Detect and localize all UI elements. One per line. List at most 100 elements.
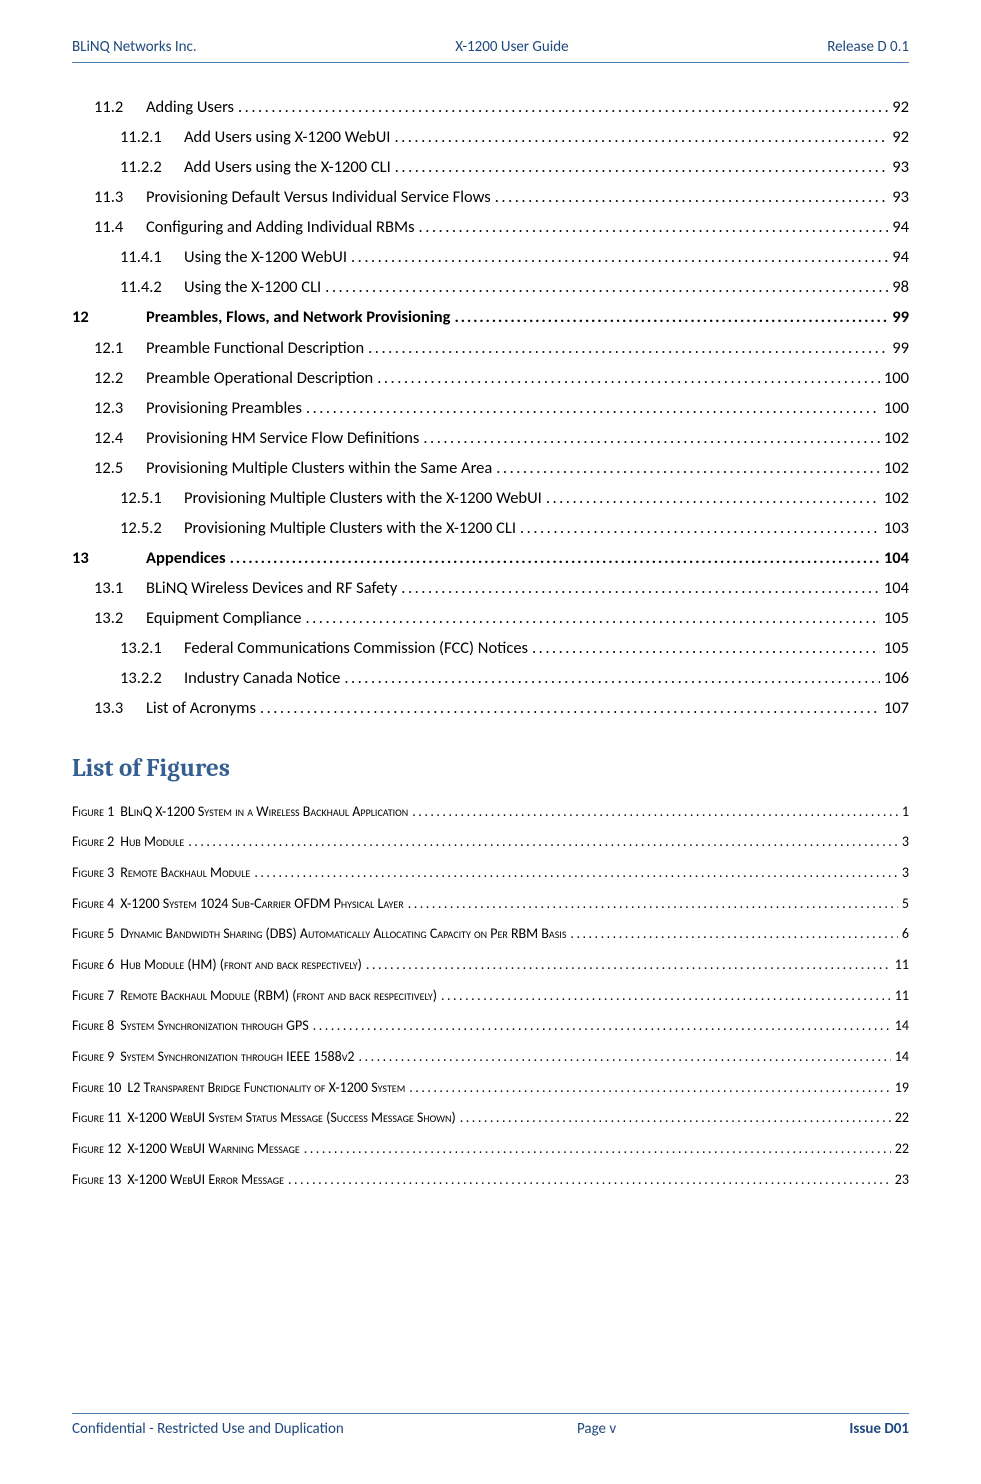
toc-page-number: 105: [884, 636, 909, 662]
toc-leader-dots: ........................................…: [305, 606, 879, 632]
lof-figure-label: Figure 3: [72, 862, 114, 884]
header-title: X-1200 User Guide: [455, 38, 568, 56]
toc-section-title: Appendices: [146, 546, 226, 572]
page-footer: Confidential - Restricted Use and Duplic…: [72, 1413, 909, 1438]
lof-page-number: 22: [895, 1138, 909, 1160]
toc-page-number: 92: [892, 125, 909, 151]
toc-page-number: 103: [884, 516, 909, 542]
lof-leader-dots: ........................................…: [366, 954, 891, 976]
toc-section-number: 13: [72, 546, 146, 572]
lof-entry[interactable]: Figure 11 X-1200 WebUI System Status Mess…: [72, 1107, 909, 1129]
lof-figure-label: Figure 11: [72, 1107, 121, 1129]
toc-leader-dots: ........................................…: [532, 636, 880, 662]
lof-leader-dots: ........................................…: [304, 1138, 891, 1160]
lof-leader-dots: ........................................…: [408, 893, 898, 915]
lof-entry[interactable]: Figure 10L2 Transparent Bridge Functiona…: [72, 1077, 909, 1099]
toc-entry[interactable]: 12.3Provisioning Preambles..............…: [72, 396, 909, 422]
lof-leader-dots: ........................................…: [254, 862, 898, 884]
lof-entry[interactable]: Figure 4X-1200 System 1024 Sub-Carrier O…: [72, 893, 909, 915]
toc-section-number: 12.2: [72, 366, 146, 392]
toc-section-number: 11.4.2: [72, 275, 184, 301]
toc-entry[interactable]: 12.2Preamble Operational Description....…: [72, 366, 909, 392]
toc-page-number: 93: [892, 155, 909, 181]
lof-page-number: 6: [902, 923, 909, 945]
page-content: 11.2Adding Users........................…: [72, 63, 909, 1191]
lof-leader-dots: ........................................…: [409, 1077, 891, 1099]
toc-entry[interactable]: 11.3Provisioning Default Versus Individu…: [72, 185, 909, 211]
toc-section-title: Equipment Compliance: [146, 606, 301, 632]
toc-page-number: 102: [884, 486, 909, 512]
toc-entry[interactable]: 13.2.2Industry Canada Notice............…: [72, 666, 909, 692]
lof-figure-title: X-1200 WebUI System Status Message (Succ…: [127, 1107, 455, 1129]
lof-entry[interactable]: Figure 7Remote Backhaul Module (RBM) (fr…: [72, 985, 909, 1007]
toc-section-title: Provisioning Preambles: [146, 396, 302, 422]
toc-entry[interactable]: 11.2Adding Users........................…: [72, 95, 909, 121]
footer-confidential: Confidential - Restricted Use and Duplic…: [72, 1420, 344, 1438]
lof-page-number: 14: [895, 1015, 909, 1037]
toc-section-number: 11.4.1: [72, 245, 184, 271]
page-header: BLiNQ Networks Inc. X-1200 User Guide Re…: [72, 0, 909, 63]
lof-figure-label: Figure 10: [72, 1077, 121, 1099]
toc-entry[interactable]: 11.4.1Using the X-1200 WebUI............…: [72, 245, 909, 271]
lof-entry[interactable]: Figure 2Hub Module......................…: [72, 831, 909, 853]
toc-section-title: Using the X-1200 WebUI: [184, 245, 347, 271]
lof-leader-dots: ........................................…: [313, 1015, 891, 1037]
lof-page-number: 22: [895, 1107, 909, 1129]
toc-section-title: Provisioning Default Versus Individual S…: [146, 185, 491, 211]
toc-section-title: Adding Users: [146, 95, 234, 121]
toc-entry[interactable]: 13Appendices............................…: [72, 546, 909, 572]
toc-entry[interactable]: 12.5.2Provisioning Multiple Clusters wit…: [72, 516, 909, 542]
lof-page-number: 5: [902, 893, 909, 915]
lof-entry[interactable]: Figure 8System Synchronization through G…: [72, 1015, 909, 1037]
toc-section-title: Provisioning Multiple Clusters with the …: [184, 516, 516, 542]
toc-section-title: Using the X-1200 CLI: [184, 275, 321, 301]
lof-entry[interactable]: Figure 1BLinQ X-1200 System in a Wireles…: [72, 801, 909, 823]
lof-entry[interactable]: Figure 3 Remote Backhaul Module..........…: [72, 862, 909, 884]
toc-leader-dots: ........................................…: [344, 666, 880, 692]
toc-section-number: 12.5.1: [72, 486, 184, 512]
toc-section-number: 13.2.1: [72, 636, 184, 662]
lof-leader-dots: ........................................…: [188, 831, 898, 853]
toc-section-title: Add Users using X-1200 WebUI: [184, 125, 390, 151]
toc-leader-dots: ........................................…: [306, 396, 880, 422]
toc-leader-dots: ........................................…: [496, 456, 880, 482]
toc-entry[interactable]: 13.2.1Federal Communications Commission …: [72, 636, 909, 662]
toc-entry[interactable]: 12Preambles, Flows, and Network Provisio…: [72, 305, 909, 331]
toc-page-number: 94: [892, 245, 909, 271]
lof-entry[interactable]: Figure 6Hub Module (HM) (front and back …: [72, 954, 909, 976]
toc-entry[interactable]: 11.2.1Add Users using X-1200 WebUI......…: [72, 125, 909, 151]
lof-figure-title: Remote Backhaul Module: [120, 862, 250, 884]
toc-entry[interactable]: 13.2Equipment Compliance................…: [72, 606, 909, 632]
toc-section-number: 12.3: [72, 396, 146, 422]
lof-entry[interactable]: Figure 5Dynamic Bandwidth Sharing (DBS) …: [72, 923, 909, 945]
toc-page-number: 107: [884, 696, 909, 722]
toc-entry[interactable]: 11.4Configuring and Adding Individual RB…: [72, 215, 909, 241]
toc-section-number: 11.2.2: [72, 155, 184, 181]
toc-page-number: 92: [892, 95, 909, 121]
toc-leader-dots: ........................................…: [238, 95, 888, 121]
toc-entry[interactable]: 13.3List of Acronyms....................…: [72, 696, 909, 722]
toc-page-number: 93: [892, 185, 909, 211]
lof-entry[interactable]: Figure 12X-1200 WebUI Warning Message...…: [72, 1138, 909, 1160]
toc-leader-dots: ........................................…: [454, 305, 888, 331]
toc-entry[interactable]: 11.2.2Add Users using the X-1200 CLI....…: [72, 155, 909, 181]
lof-figure-label: Figure 13: [72, 1169, 121, 1191]
toc-entry[interactable]: 12.5.1Provisioning Multiple Clusters wit…: [72, 486, 909, 512]
toc-entry[interactable]: 13.1BLiNQ Wireless Devices and RF Safety…: [72, 576, 909, 602]
toc-entry[interactable]: 12.4Provisioning HM Service Flow Definit…: [72, 426, 909, 452]
lof-leader-dots: ........................................…: [412, 801, 898, 823]
toc-entry[interactable]: 11.4.2Using the X-1200 CLI..............…: [72, 275, 909, 301]
toc-entry[interactable]: 12.1Preamble Functional Description.....…: [72, 336, 909, 362]
toc-section-number: 12: [72, 305, 146, 331]
toc-section-title: Federal Communications Commission (FCC) …: [184, 636, 528, 662]
lof-figure-title: X-1200 System 1024 Sub-Carrier OFDM Phys…: [120, 893, 403, 915]
lof-leader-dots: ........................................…: [441, 985, 891, 1007]
toc-entry[interactable]: 12.5Provisioning Multiple Clusters withi…: [72, 456, 909, 482]
lof-entry[interactable]: Figure 9System Synchronization through I…: [72, 1046, 909, 1068]
toc-leader-dots: ........................................…: [423, 426, 880, 452]
lof-figure-title: Hub Module (HM) (front and back respecti…: [120, 954, 362, 976]
toc-page-number: 100: [884, 366, 909, 392]
lof-figure-title: X-1200 WebUI Error Message: [127, 1169, 284, 1191]
lof-entry[interactable]: Figure 13X-1200 WebUI Error Message.....…: [72, 1169, 909, 1191]
toc-page-number: 105: [884, 606, 909, 632]
